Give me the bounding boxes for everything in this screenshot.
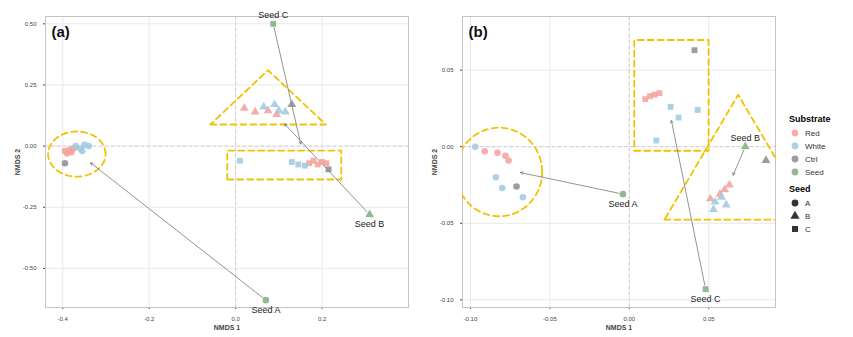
- svg-text:C: C: [805, 225, 811, 234]
- svg-text:0.00: 0.00: [25, 143, 37, 149]
- svg-text:Seed B: Seed B: [731, 133, 761, 143]
- svg-text:(b): (b): [469, 23, 488, 40]
- svg-text:-0.10: -0.10: [464, 316, 478, 322]
- svg-text:Seed C: Seed C: [258, 10, 289, 20]
- svg-text:Seed B: Seed B: [355, 219, 385, 229]
- svg-text:-0.05: -0.05: [543, 316, 557, 322]
- svg-text:-0.50: -0.50: [23, 265, 37, 271]
- svg-text:0.05: 0.05: [442, 67, 454, 73]
- svg-text:-0.25: -0.25: [23, 204, 37, 210]
- svg-text:-0.4: -0.4: [58, 316, 69, 322]
- svg-text:Seed A: Seed A: [251, 305, 280, 315]
- svg-text:Ctrl: Ctrl: [805, 155, 818, 164]
- svg-text:Seed: Seed: [805, 168, 824, 177]
- svg-text:NMDS 1: NMDS 1: [606, 324, 633, 331]
- svg-text:(a): (a): [52, 23, 70, 40]
- svg-text:0.25: 0.25: [25, 82, 37, 88]
- svg-text:NMDS 2: NMDS 2: [14, 149, 21, 176]
- svg-text:0.2: 0.2: [318, 316, 327, 322]
- svg-text:B: B: [805, 212, 810, 221]
- svg-text:0.00: 0.00: [442, 144, 454, 150]
- svg-text:0.50: 0.50: [25, 21, 37, 27]
- svg-text:0.00: 0.00: [623, 316, 635, 322]
- svg-text:0.05: 0.05: [703, 316, 715, 322]
- svg-text:-0.10: -0.10: [440, 297, 454, 303]
- svg-text:Seed: Seed: [789, 184, 811, 194]
- svg-text:0.0: 0.0: [231, 316, 240, 322]
- svg-text:White: White: [805, 142, 826, 151]
- svg-text:Red: Red: [805, 129, 820, 138]
- svg-text:A: A: [805, 199, 811, 208]
- svg-text:Seed A: Seed A: [608, 199, 637, 209]
- svg-text:-0.2: -0.2: [144, 316, 155, 322]
- svg-text:Substrate: Substrate: [789, 114, 831, 124]
- svg-text:NMDS 2: NMDS 2: [431, 149, 438, 176]
- svg-text:NMDS 1: NMDS 1: [214, 324, 241, 331]
- svg-text:-0.05: -0.05: [440, 220, 454, 226]
- svg-text:Seed C: Seed C: [691, 294, 722, 304]
